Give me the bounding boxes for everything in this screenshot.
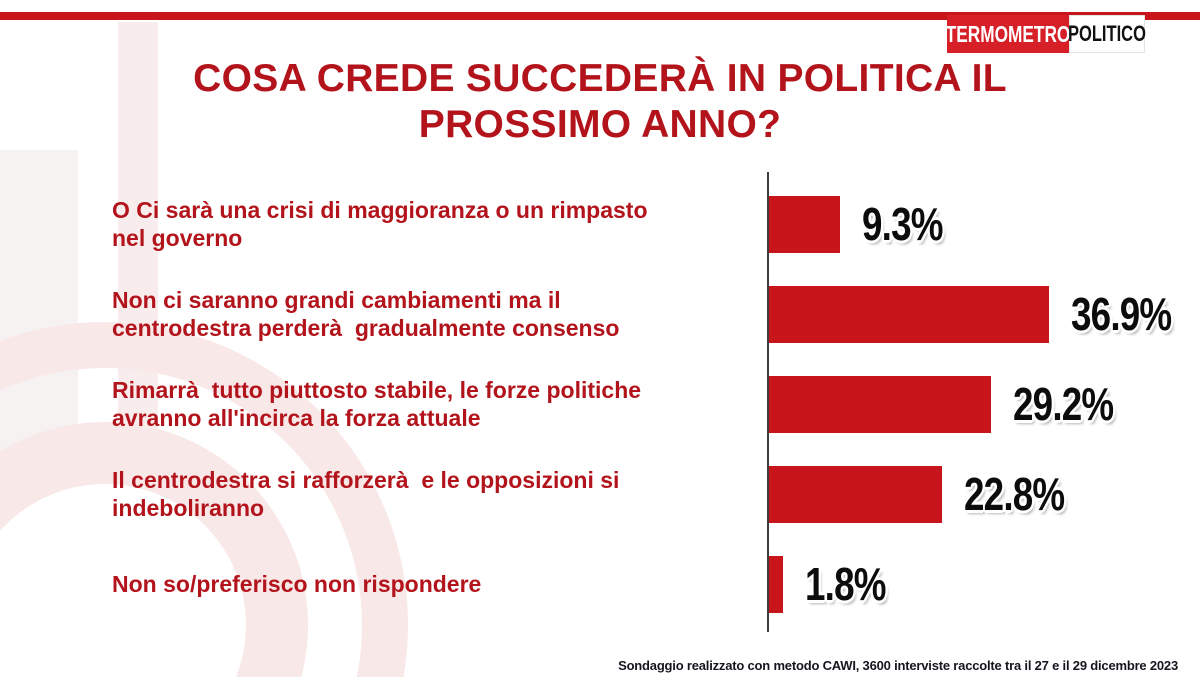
bar-label: Non so/preferisco non rispondere xyxy=(112,570,482,597)
bar-value: 9.3% xyxy=(861,198,943,250)
bar xyxy=(769,195,840,253)
axis-line xyxy=(767,172,769,632)
bar xyxy=(769,375,991,433)
logo-politico-box: POLITICO xyxy=(1068,15,1146,53)
bar-row: Rimarrà tutto piuttosto stabile, le forz… xyxy=(0,359,1200,449)
bar-track: 36.9% xyxy=(769,285,1197,343)
top-stripe xyxy=(0,12,1200,20)
bar-row: Non so/preferisco non rispondere 1.8% xyxy=(0,539,1200,629)
bar-row: Non ci saranno grandi cambiamenti ma il … xyxy=(0,269,1200,359)
logo-termometro-box: TERMOMETRO xyxy=(945,15,1071,53)
bar-value: 1.8% xyxy=(804,558,886,610)
bar-value: 36.9% xyxy=(1071,288,1172,340)
bar-value: 22.8% xyxy=(964,468,1065,520)
bar-label: Il centrodestra si rafforzerà e le oppos… xyxy=(112,466,620,521)
bar-track: 22.8% xyxy=(769,465,1090,523)
bar-track: 1.8% xyxy=(769,555,906,613)
bar-label: Rimarrà tutto piuttosto stabile, le forz… xyxy=(112,376,642,431)
source-note: Sondaggio realizzato con metodo CAWI, 36… xyxy=(618,658,1178,673)
bar-value: 29.2% xyxy=(1012,378,1114,430)
bar-track: 9.3% xyxy=(769,195,963,253)
bar-label: O Ci sarà una crisi di maggioranza o un … xyxy=(112,196,648,251)
bar-row: Il centrodestra si rafforzerà e le oppos… xyxy=(0,449,1200,539)
bar-track: 29.2% xyxy=(769,375,1138,433)
bar xyxy=(769,555,783,613)
bar-row: O Ci sarà una crisi di maggioranza o un … xyxy=(0,179,1200,269)
bar xyxy=(769,285,1050,343)
logo-politico-text: POLITICO xyxy=(1068,21,1146,46)
chart-title: COSA CREDE SUCCEDERÀ IN POLITICA IL PROS… xyxy=(193,57,1007,146)
logo-termometro-text: TERMOMETRO xyxy=(945,20,1071,47)
brand-logo: TERMOMETRO POLITICO xyxy=(945,15,1146,53)
bar-rows: O Ci sarà una crisi di maggioranza o un … xyxy=(0,179,1200,629)
bar xyxy=(769,465,943,523)
bar-label: Non ci saranno grandi cambiamenti ma il … xyxy=(112,286,620,341)
